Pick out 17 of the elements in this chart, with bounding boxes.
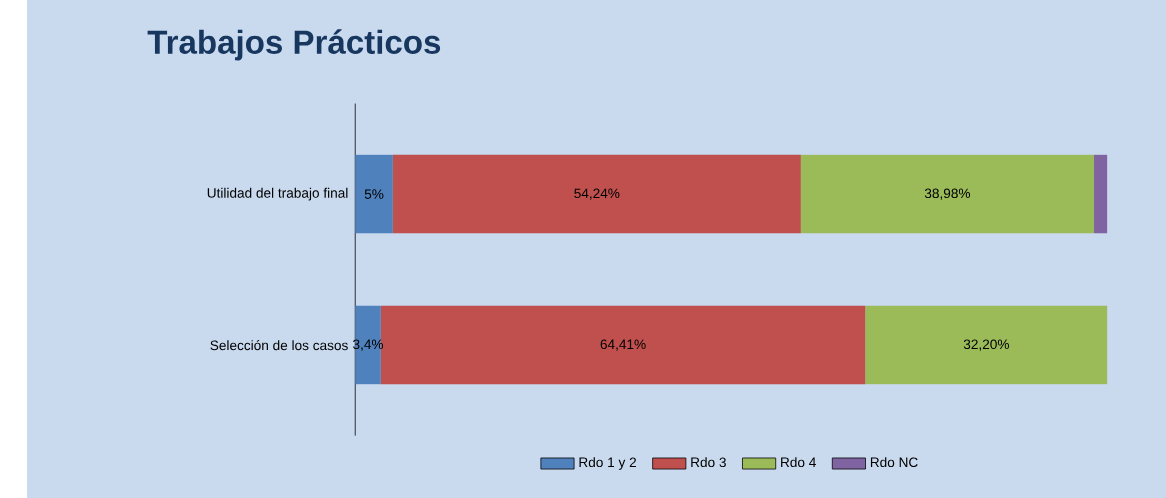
legend-label: Rdo 1 y 2 [579,457,636,470]
legend-label: Rdo 3 [691,457,726,468]
legend-label: Rdo 4 [781,457,816,468]
bar [800,154,1095,234]
bar [355,154,393,234]
data-label: 38,98% [924,188,971,200]
data-label: 32,20% [963,339,1009,351]
chart-title: Trabajos Prácticos [147,29,441,61]
data-label: 5% [364,189,384,199]
bar [392,154,801,234]
y-tick-label: Utilidad del trabajo final [207,187,348,201]
bar [1094,154,1108,234]
data-label: 54,24% [574,188,620,200]
bar [865,305,1108,385]
y-tick-label: Selección de los casos [210,339,348,351]
legend-label: Rdo NC [870,457,918,468]
data-label: 64,41% [600,339,646,351]
